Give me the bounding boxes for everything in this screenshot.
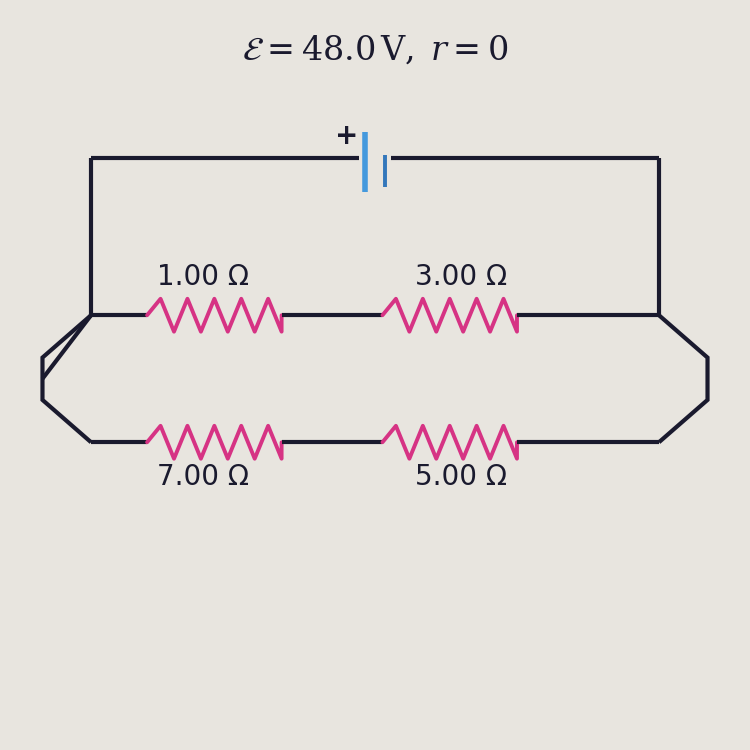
- Text: 5.00 Ω: 5.00 Ω: [415, 464, 507, 491]
- Text: $\mathcal{E} = 48.0\,\mathrm{V},\; r = 0$: $\mathcal{E} = 48.0\,\mathrm{V},\; r = 0…: [242, 34, 508, 67]
- Text: +: +: [335, 122, 358, 150]
- Text: 1.00 Ω: 1.00 Ω: [158, 263, 249, 291]
- Text: 7.00 Ω: 7.00 Ω: [158, 464, 249, 491]
- Text: 3.00 Ω: 3.00 Ω: [415, 263, 507, 291]
